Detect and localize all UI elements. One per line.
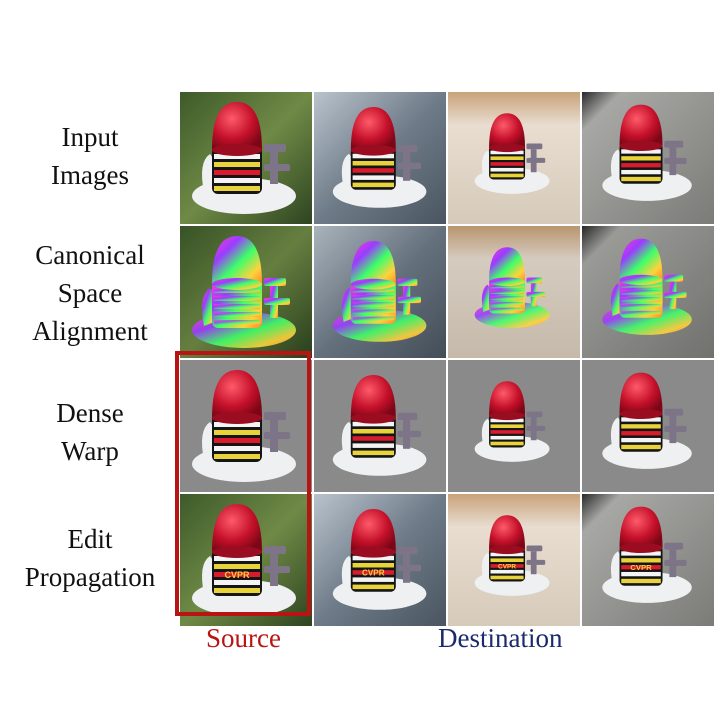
grid-image-graphic: [582, 92, 714, 224]
grid-image-graphic: [448, 226, 580, 358]
grid-image-r2-c4: [582, 226, 714, 358]
grid-image-r3-c2: [314, 360, 446, 492]
grid-image-r1-c2: [314, 92, 446, 224]
grid-image-r3-c1: [180, 360, 312, 492]
grid-image-graphic: [314, 360, 446, 492]
row-label-dense-warp: Dense Warp: [0, 394, 180, 470]
grid-image-r2-c3: [448, 226, 580, 358]
grid-image-graphic: [314, 92, 446, 224]
row-label-input-images: Input Images: [0, 118, 180, 194]
grid-image-graphic: [180, 226, 312, 358]
svg-text:CVPR: CVPR: [362, 569, 385, 578]
grid-image-graphic: [180, 92, 312, 224]
row-label-line: Input: [61, 122, 119, 152]
row-label-line: Canonical: [35, 240, 145, 270]
row-label-edit-propagation: Edit Propagation: [0, 520, 180, 596]
grid-image-r4-c2: CVPR: [314, 494, 446, 626]
grid-image-graphic: [448, 92, 580, 224]
grid-image-r3-c3: [448, 360, 580, 492]
grid-image-r2-c2: [314, 226, 446, 358]
grid-image-graphic: [314, 226, 446, 358]
row-label-line: Alignment: [32, 316, 148, 346]
svg-text:CVPR: CVPR: [498, 563, 516, 570]
grid-image-graphic: [180, 360, 312, 492]
row-label-line: Space: [57, 278, 123, 308]
grid-image-graphic: CVPR: [582, 494, 714, 626]
row-label-line: Warp: [61, 436, 119, 466]
grid-image-graphic: CVPR: [448, 494, 580, 626]
row-label-line: Dense: [56, 398, 124, 428]
caption-destination: Destination: [438, 623, 563, 653]
grid-image-graphic: [582, 226, 714, 358]
grid-image-graphic: [448, 360, 580, 492]
grid-image-r4-c1: CVPR: [180, 494, 312, 626]
grid-image-r1-c4: [582, 92, 714, 224]
grid-image-r1-c1: [180, 92, 312, 224]
grid-image-r4-c4: CVPR: [582, 494, 714, 626]
row-label-line: Edit: [67, 524, 113, 554]
svg-text:CVPR: CVPR: [224, 570, 250, 580]
grid-image-r3-c4: [582, 360, 714, 492]
row-label-line: Propagation: [24, 562, 156, 592]
row-label-canonical-space-alignment: Canonical Space Alignment: [0, 236, 180, 350]
grid-image-r1-c3: [448, 92, 580, 224]
caption-source: Source: [206, 623, 281, 653]
grid-image-r4-c3: CVPR: [448, 494, 580, 626]
grid-image-r2-c1: [180, 226, 312, 358]
grid-image-graphic: [582, 360, 714, 492]
grid-image-graphic: CVPR: [314, 494, 446, 626]
svg-text:CVPR: CVPR: [630, 563, 652, 572]
row-label-line: Images: [51, 160, 129, 190]
grid-image-graphic: CVPR: [180, 494, 312, 626]
